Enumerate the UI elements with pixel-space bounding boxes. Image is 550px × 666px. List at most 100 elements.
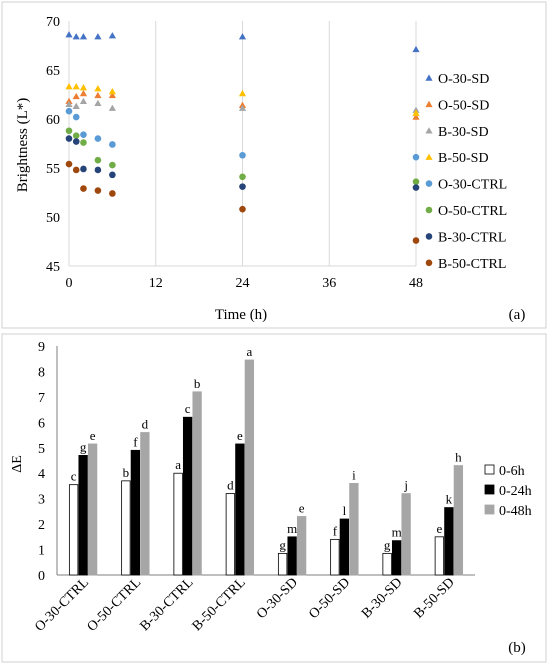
bar-significance-label: a <box>175 457 181 472</box>
bar <box>121 480 131 576</box>
scatter-y-tick-label: 55 <box>46 162 60 177</box>
bar <box>453 465 464 576</box>
scatter-point <box>65 160 73 168</box>
scatter-x-tick-label: 36 <box>322 276 336 291</box>
scatter-point <box>108 104 116 111</box>
bar-significance-label: e <box>436 521 442 536</box>
scatter-point <box>109 161 116 169</box>
scatter-x-tick-label: 0 <box>66 276 73 291</box>
bar-legend: 0-6h 0-24h 0-48h <box>484 464 532 519</box>
scatter-point <box>412 109 420 116</box>
bar <box>434 536 445 576</box>
scatter-x-ticks: 0 12 24 36 48 <box>66 276 424 291</box>
bar-y-axis-label: ΔE <box>10 455 25 473</box>
scatter-point <box>65 31 73 38</box>
scatter-point <box>238 89 247 97</box>
bar-y-tick-label: 7 <box>38 391 45 406</box>
panel-b-border <box>1 333 547 663</box>
scatter-point <box>238 104 247 111</box>
scatter-x-tick-label: 48 <box>409 276 423 291</box>
scatter-point <box>94 156 102 164</box>
scatter-point <box>80 139 87 146</box>
scatter-point <box>412 184 420 191</box>
scatter-legend-label: B-50-CTRL <box>438 257 506 272</box>
scatter-legend-marker <box>425 153 433 160</box>
scatter-point <box>108 87 116 95</box>
bar-significance-label: m <box>392 525 402 540</box>
scatter-point <box>109 171 116 179</box>
scatter-point <box>239 151 246 159</box>
bar-significance-label: g <box>279 537 286 552</box>
bar-panel-label: (b) <box>508 640 526 656</box>
bar-significance-label: b <box>194 376 201 391</box>
bar <box>192 391 202 576</box>
bar <box>130 449 141 576</box>
scatter-y-tick-label: 45 <box>46 260 60 275</box>
bar-category-label: B-30-CTRL <box>137 575 196 634</box>
bar-significance-label: l <box>343 503 347 518</box>
scatter-legend-marker <box>425 100 433 108</box>
bar <box>296 516 307 576</box>
scatter-point <box>108 91 116 99</box>
bar-legend-swatch <box>484 504 495 515</box>
scatter-point <box>72 132 80 139</box>
bar <box>68 484 79 576</box>
scatter-legend-label: O-50-SD <box>438 98 489 113</box>
scatter-point <box>109 141 116 148</box>
scatter-point <box>94 187 102 194</box>
bar-axes <box>56 346 475 576</box>
bar-y-ticks: 0 1 2 3 4 5 6 7 8 9 <box>38 340 45 584</box>
bar-significance-label: e <box>237 428 243 443</box>
bar-significance-label: b <box>123 465 130 480</box>
bar-significance-label: j <box>403 478 408 493</box>
scatter-point <box>412 237 420 244</box>
scatter-legend-label: O-50-CTRL <box>438 204 507 219</box>
scatter-y-axis-label: Brightness (L*) <box>15 98 31 193</box>
scatter-point <box>238 33 247 40</box>
bar-category-label: O-30-CTRL <box>32 575 92 635</box>
scatter-legend-marker <box>425 206 433 214</box>
bar-y-tick-label: 9 <box>38 340 45 355</box>
scatter-y-tick-label: 70 <box>46 15 60 30</box>
scatter-point <box>79 84 88 91</box>
bar <box>225 493 236 576</box>
bar-legend-label: 0-24h <box>499 484 532 499</box>
bar-y-tick-label: 1 <box>38 544 45 559</box>
bar-significance-label: e <box>299 500 305 515</box>
bar-category-label: O-50-SD <box>306 575 353 622</box>
scatter-point <box>412 45 420 53</box>
bar-significance-label: g <box>80 439 87 454</box>
scatter-point <box>65 107 73 115</box>
scatter-point <box>65 83 73 90</box>
bar-significance-label: d <box>227 478 234 493</box>
scatter-y-tick-label: 60 <box>46 113 60 128</box>
bar <box>277 552 288 576</box>
scatter-point <box>80 185 87 192</box>
scatter-point <box>72 102 80 109</box>
scatter-point <box>412 178 420 186</box>
bar <box>235 443 245 576</box>
bar-significance-label: k <box>446 492 453 507</box>
scatter-point <box>109 190 116 197</box>
bar-legend-swatch <box>484 464 495 475</box>
bar-legend-label: 0-48h <box>499 504 532 519</box>
bar <box>330 538 340 576</box>
panel-a-border <box>1 1 547 329</box>
bar <box>182 416 193 576</box>
bar-significance-label: c <box>185 401 191 416</box>
bar-y-tick-label: 3 <box>38 493 45 508</box>
scatter-point <box>79 97 88 105</box>
bar-category-label: B-30-SD <box>359 575 405 621</box>
scatter-x-axis-label: Time (h) <box>215 307 267 323</box>
bar-significance-label: e <box>90 428 96 443</box>
scatter-point <box>94 91 102 99</box>
bar-category-label: B-50-SD <box>411 575 457 621</box>
scatter-point <box>72 113 80 121</box>
scatter-legend-label: O-30-CTRL <box>438 178 507 193</box>
scatter-point <box>239 205 246 213</box>
bar <box>87 443 98 576</box>
